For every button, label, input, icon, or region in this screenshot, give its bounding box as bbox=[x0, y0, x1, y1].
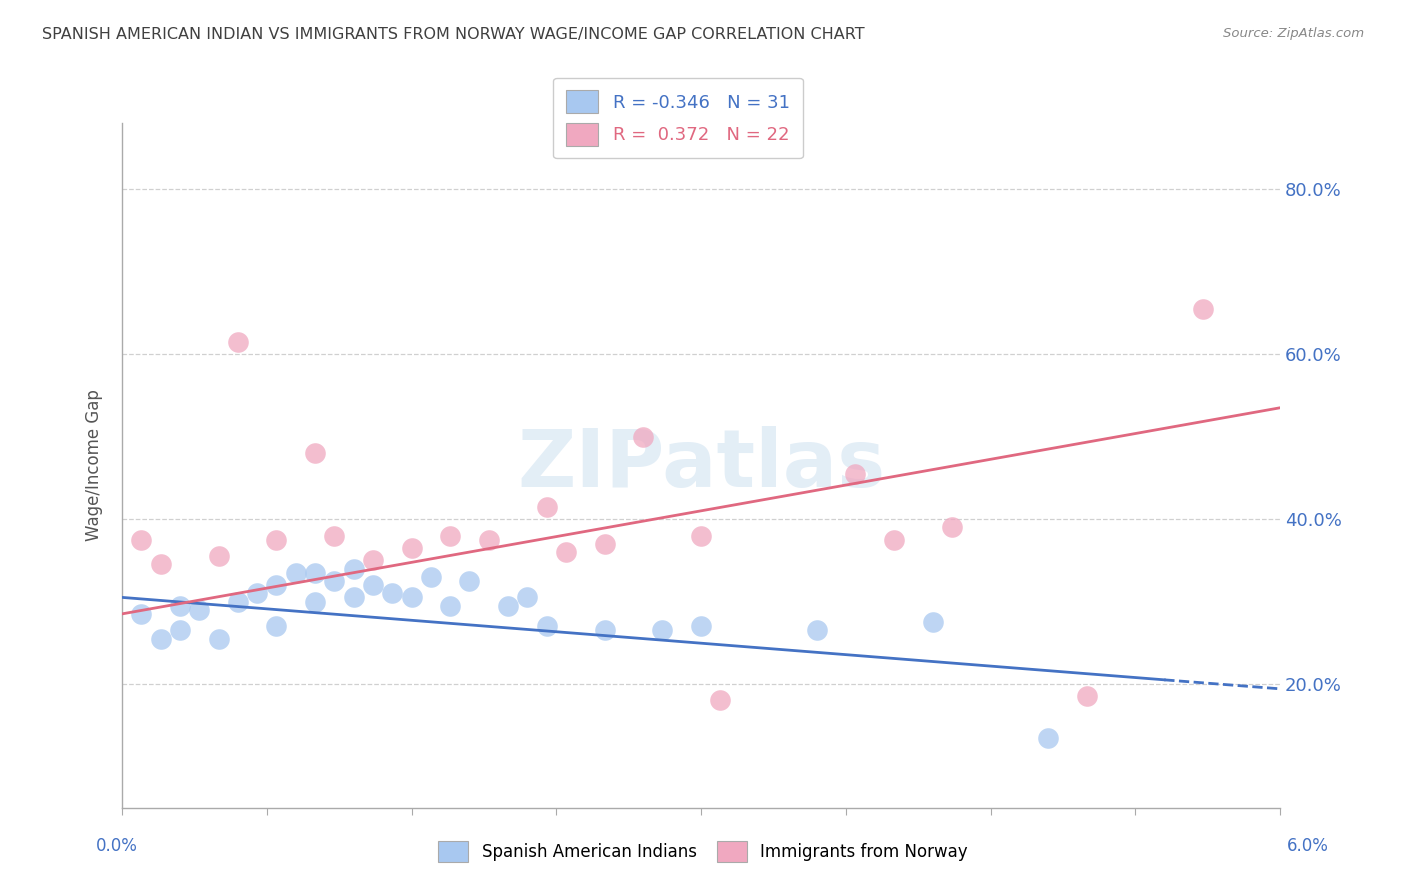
Point bbox=[343, 591, 366, 605]
Point bbox=[169, 599, 191, 613]
Point bbox=[883, 533, 905, 547]
Point bbox=[806, 624, 828, 638]
Point bbox=[419, 570, 441, 584]
Point bbox=[651, 624, 673, 638]
Point bbox=[631, 429, 654, 443]
Point bbox=[304, 446, 326, 460]
Point bbox=[555, 545, 578, 559]
Point bbox=[709, 693, 731, 707]
Point bbox=[169, 624, 191, 638]
Point bbox=[266, 619, 288, 633]
Point bbox=[226, 594, 249, 608]
Text: 6.0%: 6.0% bbox=[1286, 837, 1329, 855]
Point bbox=[439, 599, 461, 613]
Point bbox=[188, 603, 211, 617]
Point bbox=[516, 591, 538, 605]
Point bbox=[401, 591, 423, 605]
Point bbox=[343, 561, 366, 575]
Point bbox=[439, 528, 461, 542]
Point bbox=[921, 615, 943, 629]
Point bbox=[458, 574, 481, 588]
Point bbox=[131, 533, 153, 547]
Point bbox=[1192, 301, 1215, 316]
Point bbox=[536, 619, 558, 633]
Point bbox=[207, 632, 229, 646]
Point bbox=[304, 594, 326, 608]
Text: Source: ZipAtlas.com: Source: ZipAtlas.com bbox=[1223, 27, 1364, 40]
Point bbox=[266, 578, 288, 592]
Legend: R = -0.346   N = 31, R =  0.372   N = 22: R = -0.346 N = 31, R = 0.372 N = 22 bbox=[554, 78, 803, 159]
Point bbox=[844, 467, 866, 481]
Point bbox=[941, 520, 963, 534]
Point bbox=[496, 599, 519, 613]
Point bbox=[690, 528, 713, 542]
Point bbox=[381, 586, 404, 600]
Y-axis label: Wage/Income Gap: Wage/Income Gap bbox=[86, 390, 103, 541]
Point bbox=[323, 528, 346, 542]
Point bbox=[593, 537, 616, 551]
Point bbox=[266, 533, 288, 547]
Legend: Spanish American Indians, Immigrants from Norway: Spanish American Indians, Immigrants fro… bbox=[430, 832, 976, 871]
Text: 0.0%: 0.0% bbox=[96, 837, 138, 855]
Point bbox=[401, 541, 423, 555]
Point bbox=[361, 553, 384, 567]
Point bbox=[361, 578, 384, 592]
Point bbox=[478, 533, 501, 547]
Point bbox=[207, 549, 229, 564]
Point bbox=[1038, 731, 1060, 745]
Point bbox=[323, 574, 346, 588]
Point bbox=[149, 558, 172, 572]
Point bbox=[1076, 690, 1098, 704]
Point bbox=[284, 566, 307, 580]
Point bbox=[131, 607, 153, 621]
Text: ZIPatlas: ZIPatlas bbox=[517, 426, 886, 505]
Point bbox=[536, 500, 558, 514]
Point bbox=[304, 566, 326, 580]
Point bbox=[690, 619, 713, 633]
Point bbox=[226, 334, 249, 349]
Point bbox=[149, 632, 172, 646]
Point bbox=[246, 586, 269, 600]
Point bbox=[593, 624, 616, 638]
Text: SPANISH AMERICAN INDIAN VS IMMIGRANTS FROM NORWAY WAGE/INCOME GAP CORRELATION CH: SPANISH AMERICAN INDIAN VS IMMIGRANTS FR… bbox=[42, 27, 865, 42]
